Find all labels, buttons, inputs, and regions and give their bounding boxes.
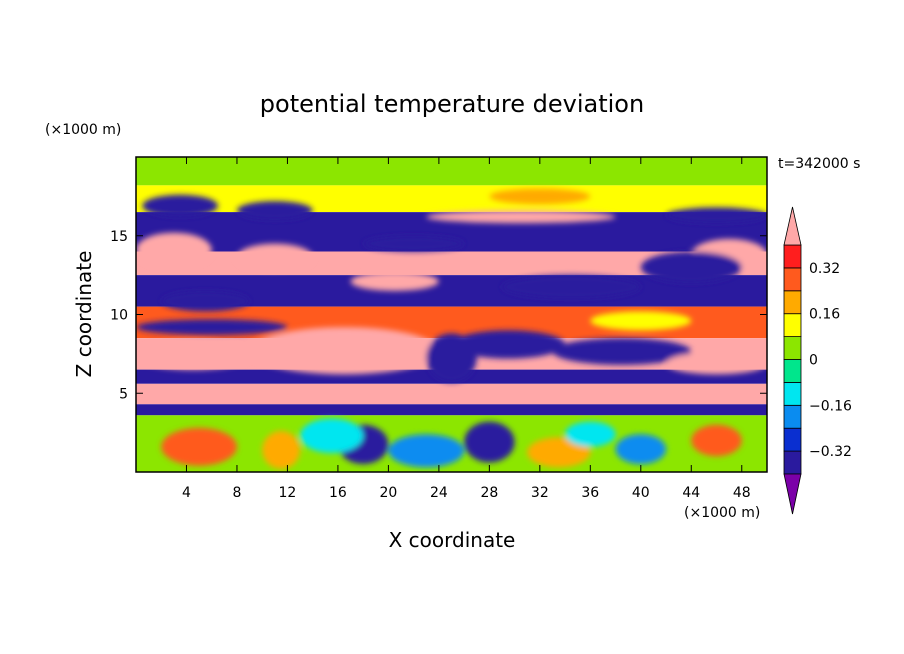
x-tick-label: 36 <box>581 485 599 501</box>
contour-patch-10 <box>640 251 742 283</box>
contour-band-8 <box>136 383 767 405</box>
contour-patch-17 <box>666 352 767 375</box>
colorbar-segment <box>783 267 802 292</box>
colorbar-segment <box>783 359 802 383</box>
contour-patch-3 <box>666 207 767 224</box>
contour-patch-30 <box>565 421 616 447</box>
contour-patch-5 <box>136 232 212 268</box>
contour-patch-24 <box>388 434 465 468</box>
y-tick-label: 10 <box>110 308 128 324</box>
contour-patch-16 <box>552 338 692 365</box>
x-tick-label: 44 <box>682 485 700 501</box>
colorbar-tick-label: −0.16 <box>809 398 852 414</box>
x-tick-label: 32 <box>531 485 549 501</box>
x-tick-label: 4 <box>182 485 191 501</box>
time-label: t=342000 s <box>778 156 860 172</box>
contour-patch-19 <box>136 319 288 335</box>
colorbar-segment <box>783 244 802 269</box>
colorbar-segment <box>783 336 802 360</box>
colorbar-tick-label: 0.32 <box>809 261 840 277</box>
colorbar-segment <box>783 290 802 315</box>
contour-band-0 <box>136 157 767 186</box>
contour-bands <box>136 157 767 472</box>
x-tick-label: 28 <box>480 485 498 501</box>
contour-plot-area <box>136 157 767 472</box>
contour-patch-14 <box>136 341 250 370</box>
x-tick-label: 12 <box>279 485 297 501</box>
colorbar <box>783 206 802 515</box>
y-axis-unit: (×1000 m) <box>45 122 121 138</box>
x-tick-label: 16 <box>329 485 347 501</box>
contour-patch-13 <box>249 327 439 375</box>
y-axis-ticks: 5 10 15 <box>110 229 767 402</box>
contour-band-1 <box>136 185 767 213</box>
contour-patch-6 <box>236 243 313 271</box>
contour-patch-29 <box>300 418 364 454</box>
colorbar-segment <box>783 427 802 452</box>
contour-patch-20 <box>426 333 477 383</box>
colorbar-segment <box>783 381 802 406</box>
contour-patch-0 <box>142 194 219 217</box>
contour-patch-22 <box>262 431 301 469</box>
contour-patch-26 <box>527 437 591 468</box>
x-axis-label: X coordinate <box>389 528 516 552</box>
contour-band-9 <box>136 404 767 416</box>
chart-title: potential temperature deviation <box>260 90 644 118</box>
contour-patch-11 <box>350 271 439 291</box>
colorbar-tick-label: 0 <box>809 353 818 369</box>
contour-patch-9 <box>501 275 641 299</box>
contour-patch-2 <box>426 210 616 224</box>
x-tick-label: 20 <box>379 485 397 501</box>
colorbar-segment <box>783 404 802 429</box>
x-tick-label: 48 <box>733 485 751 501</box>
colorbar-tick-label: 0.16 <box>809 307 840 323</box>
contour-patch-18 <box>590 311 692 331</box>
y-tick-label: 15 <box>110 229 128 245</box>
contour-patch-4 <box>489 188 591 205</box>
contour-patch-8 <box>363 235 465 252</box>
x-tick-label: 40 <box>632 485 650 501</box>
contour-patch-12 <box>161 290 250 312</box>
contour-patch-28 <box>691 424 742 457</box>
colorbar-upper-extension <box>783 206 802 246</box>
colorbar-tick-label: −0.32 <box>809 444 852 460</box>
y-axis-label: Z coordinate <box>72 251 96 378</box>
colorbar-ticks: 0.32 0.16 0 −0.16 −0.32 <box>809 261 852 460</box>
colorbar-segment <box>783 450 802 475</box>
contour-patch-1 <box>236 201 313 220</box>
contour-patches <box>136 188 767 469</box>
contour-patch-15 <box>451 330 566 359</box>
contour-patch-21 <box>161 427 237 466</box>
x-axis-unit: (×1000 m) <box>684 505 760 521</box>
contour-patch-25 <box>464 421 515 463</box>
contour-patch-27 <box>615 434 667 465</box>
x-axis-ticks: 4 8 12 16 20 24 28 32 36 40 44 48 <box>182 157 751 501</box>
colorbar-segment <box>783 313 802 338</box>
x-tick-label: 24 <box>430 485 448 501</box>
x-tick-label: 8 <box>232 485 241 501</box>
colorbar-lower-extension <box>783 473 802 515</box>
y-tick-label: 5 <box>119 386 128 402</box>
